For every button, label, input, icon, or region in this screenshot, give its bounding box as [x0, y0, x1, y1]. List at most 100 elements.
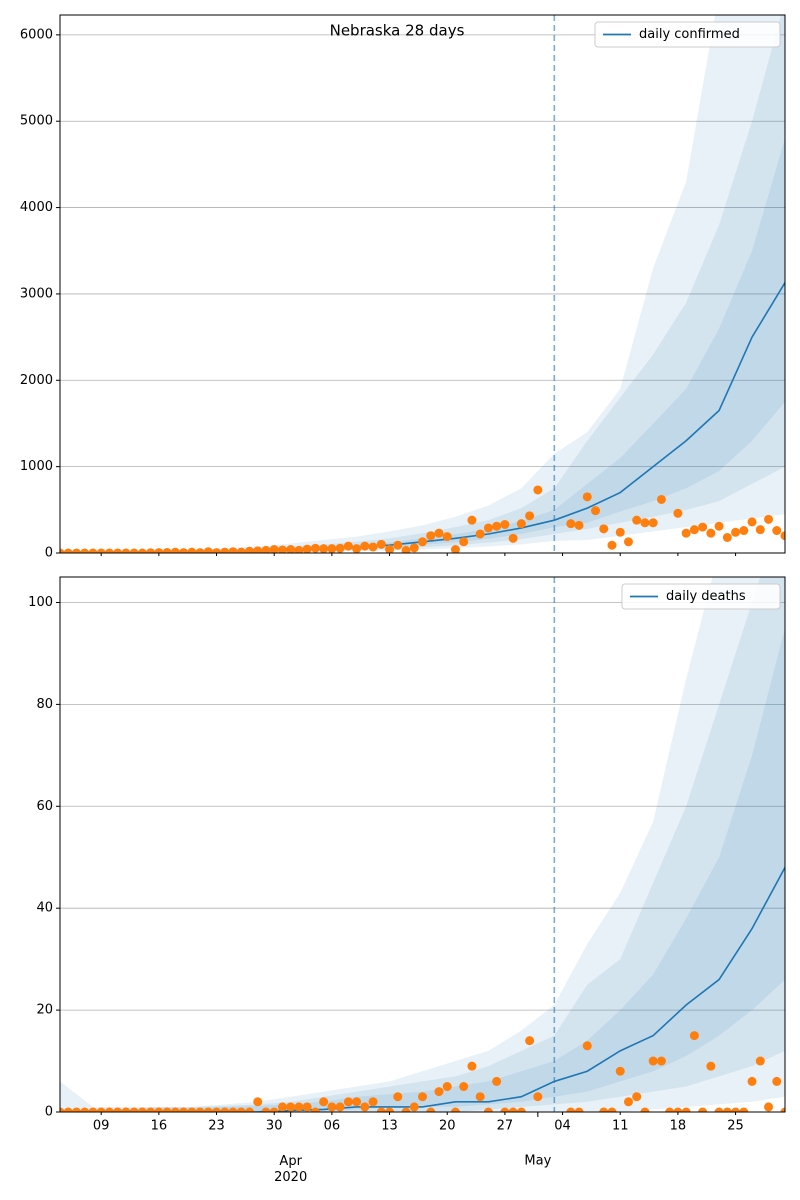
y-tick-label: 4000: [20, 200, 53, 215]
observed-point: [574, 1107, 584, 1112]
observed-point: [681, 1107, 691, 1112]
observed-point: [508, 533, 518, 543]
plot-area: [60, 577, 785, 1112]
observed-point: [640, 1107, 650, 1112]
x-tick-label: 16: [151, 1119, 168, 1134]
observed-point: [129, 548, 139, 553]
observed-point: [129, 1107, 139, 1112]
observed-point: [426, 1107, 436, 1112]
observed-point: [393, 540, 403, 550]
observed-point: [261, 545, 271, 553]
observed-point: [739, 1107, 749, 1112]
observed-point: [673, 508, 683, 518]
observed-point: [731, 527, 741, 537]
observed-point: [607, 1107, 617, 1112]
observed-point: [294, 1102, 304, 1112]
observed-point: [236, 1107, 246, 1112]
observed-point: [772, 1076, 782, 1086]
y-tick-label: 100: [28, 595, 53, 610]
observed-point: [623, 1097, 633, 1107]
observed-point: [179, 548, 189, 553]
observed-point: [302, 544, 312, 553]
observed-point: [360, 1102, 370, 1112]
observed-point: [327, 544, 337, 553]
y-tick-label: 0: [45, 1105, 53, 1120]
observed-point: [319, 1097, 329, 1107]
observed-point: [665, 1107, 675, 1112]
observed-point: [170, 547, 180, 553]
observed-point: [88, 548, 98, 553]
confidence-band: [60, 15, 785, 553]
observed-point: [459, 1082, 469, 1092]
observed-point: [648, 1056, 658, 1066]
observed-point: [327, 1102, 337, 1112]
observed-point: [780, 1107, 785, 1112]
observed-point: [442, 532, 452, 542]
y-tick-label: 40: [36, 901, 53, 916]
observed-point: [508, 1107, 518, 1112]
observed-point: [310, 1107, 320, 1112]
observed-point: [442, 1082, 452, 1092]
observed-point: [483, 523, 493, 533]
observed-point: [401, 1107, 411, 1112]
observed-point: [228, 1107, 238, 1112]
observed-point: [376, 539, 386, 549]
observed-point: [368, 542, 378, 552]
observed-point: [360, 541, 370, 551]
observed-point: [492, 521, 502, 531]
observed-point: [393, 1092, 403, 1102]
observed-point: [253, 1097, 263, 1107]
observed-point: [722, 532, 732, 542]
observed-point: [121, 1107, 131, 1112]
axes-frame: [59, 14, 786, 554]
observed-point: [714, 1107, 724, 1112]
observed-point: [203, 547, 213, 553]
observed-point: [467, 515, 477, 525]
observed-point: [467, 1061, 477, 1071]
y-tick-label: 6000: [20, 27, 53, 42]
observed-point: [376, 1107, 386, 1112]
observed-point: [187, 547, 197, 553]
model-line: [60, 867, 785, 1112]
x-month-label: May: [524, 1154, 551, 1169]
observed-point: [60, 1107, 65, 1112]
legend-label: daily confirmed: [639, 27, 740, 42]
observed-point: [648, 518, 658, 528]
observed-point: [195, 1107, 205, 1112]
observed-point: [623, 537, 633, 547]
observed-point: [525, 1036, 535, 1046]
confidence-band: [60, 577, 785, 1112]
observed-point: [212, 1107, 222, 1112]
x-tick-label: 27: [497, 1119, 514, 1134]
observed-point: [71, 548, 81, 553]
observed-point: [582, 492, 592, 502]
observed-point: [88, 1107, 98, 1112]
observed-point: [706, 528, 716, 538]
observed-point: [566, 519, 576, 529]
observed-point: [104, 1107, 114, 1112]
observed-point: [343, 541, 353, 551]
observed-point: [632, 1092, 642, 1102]
y-tick-label: 1000: [20, 459, 53, 474]
x-tick-label: 25: [727, 1119, 744, 1134]
observed-point: [747, 517, 757, 527]
observed-point: [525, 511, 535, 521]
observed-point: [63, 1107, 73, 1112]
observed-point: [401, 545, 411, 553]
x-tick-label: 23: [208, 1119, 225, 1134]
observed-point: [731, 1107, 741, 1112]
observed-point: [80, 1107, 90, 1112]
observed-point: [104, 548, 114, 553]
plot-area: [60, 15, 785, 553]
confidence-band: [60, 577, 785, 1112]
observed-point: [146, 1107, 156, 1112]
observed-point: [96, 548, 106, 553]
legend-box: [594, 21, 781, 48]
observed-point: [747, 1076, 757, 1086]
observed-point: [244, 546, 254, 553]
observed-point: [698, 522, 708, 532]
observed-point: [244, 1107, 254, 1112]
observed-point: [418, 537, 427, 547]
observed-point: [599, 524, 609, 534]
observed-point: [656, 494, 666, 504]
